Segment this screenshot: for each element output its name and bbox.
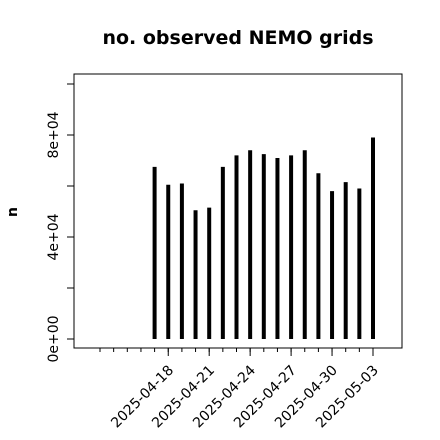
y-axis: 0e+00 4e+04 8e+04 <box>46 83 74 363</box>
y-tick-label: 8e+04 <box>46 111 62 158</box>
y-axis-label: n <box>5 207 21 217</box>
chart-title: no. observed NEMO grids <box>102 27 373 49</box>
x-axis: 2025-04-182025-04-212025-04-242025-04-27… <box>99 348 382 431</box>
y-tick-label: 4e+04 <box>46 213 62 260</box>
y-tick-label: 0e+00 <box>46 315 62 362</box>
plot-frame <box>73 73 403 349</box>
bars-layer <box>152 137 375 339</box>
